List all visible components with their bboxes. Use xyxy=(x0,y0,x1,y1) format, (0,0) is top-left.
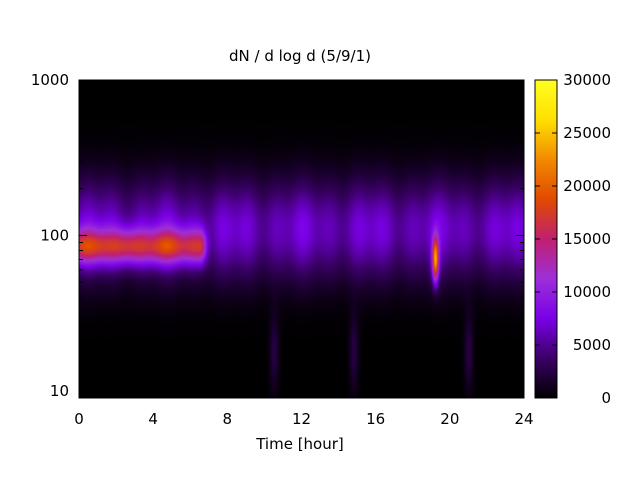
y-tick-label: 1000 xyxy=(31,71,69,89)
x-axis-label: Time [hour] xyxy=(255,435,344,453)
x-tick-label: 12 xyxy=(292,410,311,428)
y-tick-label: 100 xyxy=(40,226,69,244)
chart-title: dN / d log d (5/9/1) xyxy=(229,47,371,65)
plot-area xyxy=(78,79,525,399)
colorbar-tick-label: 0 xyxy=(601,389,611,407)
x-tick-label: 8 xyxy=(223,410,233,428)
x-axis: 0 4 8 12 16 20 24 xyxy=(74,80,534,428)
colorbar-tick-label: 20000 xyxy=(563,177,611,195)
x-tick-label: 16 xyxy=(366,410,385,428)
colorbar-tick-label: 30000 xyxy=(563,71,611,89)
x-tick-label: 4 xyxy=(148,410,158,428)
colorbar-tick-label: 5000 xyxy=(573,336,611,354)
colorbar-tick-label: 15000 xyxy=(563,230,611,248)
colorbar-axis: 0 5000 10000 15000 20000 25000 30000 xyxy=(535,71,611,407)
x-tick-label: 0 xyxy=(74,410,84,428)
colorbar-tick-label: 10000 xyxy=(563,283,611,301)
y-axis: 10 100 1000 xyxy=(31,71,524,400)
x-tick-label: 20 xyxy=(440,410,459,428)
colorbar-tick-label: 25000 xyxy=(563,124,611,142)
y-tick-label: 10 xyxy=(50,382,69,400)
heatmap-image xyxy=(79,80,524,398)
x-tick-label: 24 xyxy=(514,410,533,428)
